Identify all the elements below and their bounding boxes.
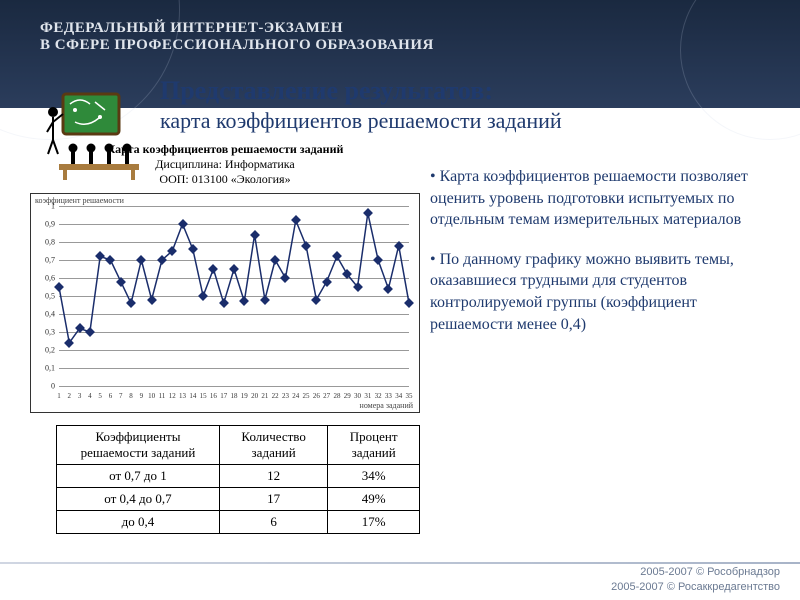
table-cell: 49% (328, 488, 420, 511)
title-sub: карта коэффициентов решаемости заданий (160, 108, 800, 134)
footer-line2: 2005-2007 © Росаккредагентство (611, 580, 780, 594)
xtick: 24 (292, 392, 299, 400)
xtick: 2 (68, 392, 72, 400)
xtick: 29 (344, 392, 351, 400)
table-cell: 34% (328, 465, 420, 488)
teacher-illustration (45, 92, 155, 182)
bullet-1: • Карта коэффициентов решаемости позволя… (430, 166, 770, 231)
xtick: 16 (210, 392, 217, 400)
footer-line1: 2005-2007 © Рособрнадзор (611, 565, 780, 579)
xtick: 13 (179, 392, 186, 400)
xtick: 28 (333, 392, 340, 400)
table-cell: от 0,7 до 1 (57, 465, 220, 488)
footer: 2005-2007 © Рособрнадзор 2005-2007 © Рос… (611, 565, 780, 594)
explanation-text: • Карта коэффициентов решаемости позволя… (420, 142, 800, 534)
xtick: 35 (406, 392, 413, 400)
header-line1: ФЕДЕРАЛЬНЫЙ ИНТЕРНЕТ-ЭКЗАМЕН (40, 20, 800, 37)
table-row: от 0,7 до 11234% (57, 465, 420, 488)
bullet-1-text: Карта коэффициентов решаемости позволяет… (430, 168, 748, 228)
xtick: 14 (189, 392, 196, 400)
table-cell: 12 (219, 465, 327, 488)
ytick: 0,5 (35, 292, 55, 301)
xtick: 12 (169, 392, 176, 400)
table-header: Процент заданий (328, 426, 420, 465)
xtick: 7 (119, 392, 123, 400)
coefficients-table: Коэффициенты решаемости заданийКоличеств… (56, 425, 420, 534)
xtick: 34 (395, 392, 402, 400)
table-header: Коэффициенты решаемости заданий (57, 426, 220, 465)
xtick: 15 (200, 392, 207, 400)
ytick: 0,1 (35, 364, 55, 373)
table-cell: 17% (328, 511, 420, 534)
table-row: до 0,4617% (57, 511, 420, 534)
xtick: 6 (109, 392, 113, 400)
ytick: 1 (35, 202, 55, 211)
table-header: Количество заданий (219, 426, 327, 465)
table-cell: от 0,4 до 0,7 (57, 488, 220, 511)
xtick: 10 (148, 392, 155, 400)
xtick: 33 (385, 392, 392, 400)
xtick: 32 (375, 392, 382, 400)
header-line2: В СФЕРЕ ПРОФЕССИОНАЛЬНОГО ОБРАЗОВАНИЯ (40, 37, 800, 54)
xtick: 26 (313, 392, 320, 400)
xtick: 31 (364, 392, 371, 400)
xtick: 25 (303, 392, 310, 400)
xtick: 17 (220, 392, 227, 400)
table-row: от 0,4 до 0,71749% (57, 488, 420, 511)
xtick: 19 (241, 392, 248, 400)
xtick: 23 (282, 392, 289, 400)
ytick: 0,4 (35, 310, 55, 319)
chart-xlabel: номера заданий (360, 401, 413, 410)
bullet-2-text: По данному графику можно выявить темы, о… (430, 251, 734, 333)
ytick: 0,6 (35, 274, 55, 283)
xtick: 8 (129, 392, 133, 400)
xtick: 1 (57, 392, 61, 400)
xtick: 4 (88, 392, 92, 400)
table-cell: до 0,4 (57, 511, 220, 534)
table-cell: 6 (219, 511, 327, 534)
header: ФЕДЕРАЛЬНЫЙ ИНТЕРНЕТ-ЭКЗАМЕН В СФЕРЕ ПРО… (0, 0, 800, 54)
xtick: 22 (272, 392, 279, 400)
xtick: 3 (78, 392, 82, 400)
ytick: 0 (35, 382, 55, 391)
ytick: 0,8 (35, 238, 55, 247)
title-main: Представление результатов: (160, 76, 800, 106)
ytick: 0,7 (35, 256, 55, 265)
xtick: 21 (261, 392, 268, 400)
xtick: 5 (98, 392, 102, 400)
xtick: 30 (354, 392, 361, 400)
table-cell: 17 (219, 488, 327, 511)
ytick: 0,3 (35, 328, 55, 337)
xtick: 27 (323, 392, 330, 400)
ytick: 0,2 (35, 346, 55, 355)
ytick: 0,9 (35, 220, 55, 229)
bullet-2: • По данному графику можно выявить темы,… (430, 249, 770, 335)
solvability-chart: коэффициент решаемости номера заданий 00… (30, 193, 420, 413)
xtick: 9 (140, 392, 144, 400)
xtick: 20 (251, 392, 258, 400)
xtick: 18 (231, 392, 238, 400)
xtick: 11 (159, 392, 166, 400)
